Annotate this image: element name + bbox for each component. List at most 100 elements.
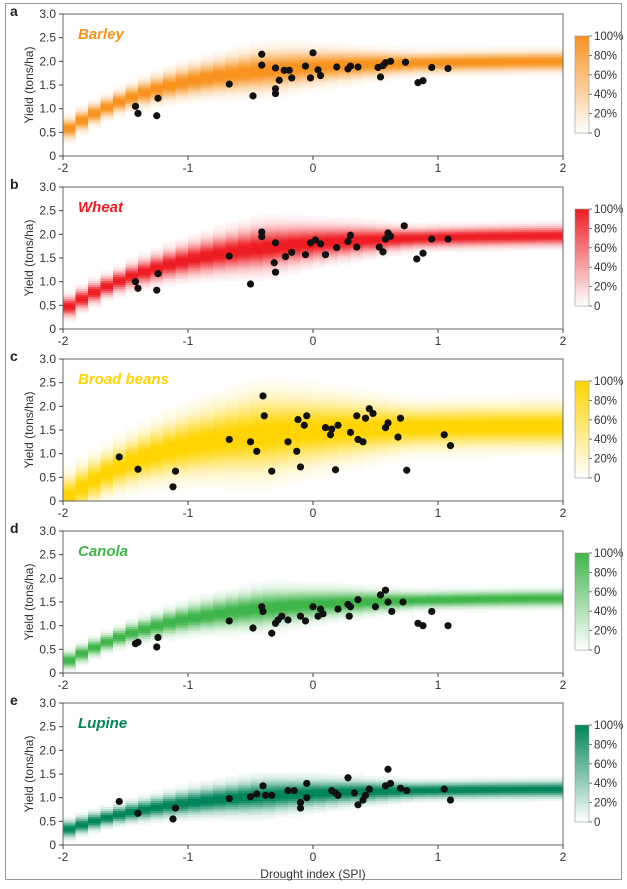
band-cell bbox=[188, 423, 202, 427]
band-cell bbox=[288, 774, 302, 777]
band-cell bbox=[225, 800, 239, 803]
band-cell bbox=[125, 432, 139, 435]
band-cell bbox=[225, 60, 239, 64]
band-cell bbox=[363, 800, 377, 803]
band-cell bbox=[300, 249, 314, 253]
band-cell bbox=[250, 56, 264, 60]
band-cell bbox=[513, 790, 527, 793]
band-cell bbox=[413, 245, 427, 249]
band-cell bbox=[163, 270, 177, 273]
band-cell bbox=[450, 585, 464, 589]
band-cell bbox=[175, 93, 189, 96]
band-cell bbox=[163, 266, 177, 269]
data-point bbox=[384, 598, 392, 606]
band-cell bbox=[200, 235, 214, 239]
band-cell bbox=[88, 300, 102, 304]
band-cell bbox=[375, 227, 389, 231]
band-cell bbox=[463, 417, 477, 421]
data-point bbox=[386, 779, 395, 788]
band-cell bbox=[238, 249, 252, 253]
band-cell bbox=[475, 235, 489, 239]
band-cell bbox=[338, 585, 352, 589]
band-cell bbox=[200, 626, 214, 629]
band-cell bbox=[413, 405, 427, 409]
band-cell bbox=[238, 266, 252, 269]
band-cell bbox=[538, 432, 552, 435]
band-cell bbox=[463, 249, 477, 253]
band-cell bbox=[500, 425, 514, 429]
band-cell bbox=[363, 397, 377, 401]
band-cell bbox=[350, 430, 364, 433]
band-cell bbox=[263, 70, 277, 74]
band-cell bbox=[513, 239, 527, 243]
band-cell bbox=[463, 450, 477, 453]
band-cell bbox=[138, 468, 152, 472]
band-cell bbox=[225, 434, 239, 437]
band-cell bbox=[513, 397, 527, 401]
band-cell bbox=[325, 780, 339, 783]
band-cell bbox=[463, 423, 477, 427]
band-cell bbox=[250, 468, 264, 472]
band-cell bbox=[325, 448, 339, 451]
band-cell bbox=[350, 448, 364, 451]
band-cell bbox=[188, 274, 202, 277]
band-cell bbox=[513, 436, 527, 439]
data-point bbox=[296, 798, 305, 807]
band-cell bbox=[275, 391, 289, 395]
band-cell bbox=[113, 107, 127, 110]
band-cell bbox=[488, 423, 502, 427]
band-cell bbox=[138, 85, 152, 88]
band-cell bbox=[313, 618, 327, 621]
y-tick-label: 2.5 bbox=[39, 204, 56, 218]
band-cell bbox=[225, 624, 239, 627]
band-cell bbox=[288, 391, 302, 395]
band-cell bbox=[75, 115, 89, 119]
band-cell bbox=[388, 56, 402, 60]
band-cell bbox=[325, 247, 339, 251]
band-cell bbox=[338, 60, 352, 64]
band-cell bbox=[275, 482, 289, 486]
band-cell bbox=[525, 432, 539, 435]
band-cell bbox=[475, 245, 489, 249]
band-cell bbox=[388, 591, 402, 595]
band-cell bbox=[438, 585, 452, 589]
band-cell bbox=[450, 425, 464, 429]
band-cell bbox=[313, 780, 327, 783]
band-cell bbox=[125, 632, 139, 636]
band-cell bbox=[250, 221, 264, 225]
band-cell bbox=[288, 225, 302, 229]
band-cell bbox=[200, 413, 214, 417]
band-cell bbox=[163, 482, 177, 486]
band-cell bbox=[550, 409, 563, 413]
band-cell bbox=[438, 597, 452, 601]
band-cell bbox=[500, 239, 514, 243]
band-cell bbox=[275, 274, 289, 277]
band-cell bbox=[425, 221, 439, 225]
band-cell bbox=[275, 780, 289, 783]
band-cell bbox=[513, 48, 527, 52]
band-cell bbox=[150, 282, 164, 285]
band-cell bbox=[113, 444, 127, 447]
band-cell bbox=[138, 95, 152, 98]
band-cell bbox=[488, 407, 502, 411]
band-cell bbox=[163, 470, 177, 474]
band-cell bbox=[388, 458, 402, 462]
band-cell bbox=[413, 60, 427, 64]
band-cell bbox=[138, 472, 152, 476]
band-cell bbox=[138, 822, 152, 826]
y-tick-label: 0 bbox=[49, 149, 56, 163]
band-cell bbox=[350, 60, 364, 64]
band-cell bbox=[200, 421, 214, 425]
band-cell bbox=[413, 595, 427, 599]
band-cell bbox=[163, 630, 177, 634]
band-cell bbox=[425, 54, 439, 58]
data-point bbox=[225, 80, 233, 88]
band-cell bbox=[125, 470, 139, 474]
band-cell bbox=[500, 231, 514, 235]
band-cell bbox=[63, 141, 77, 145]
band-cell bbox=[200, 74, 214, 78]
band-cell bbox=[138, 812, 152, 816]
band-cell bbox=[550, 591, 563, 595]
band-cell bbox=[275, 262, 289, 265]
band-cell bbox=[313, 472, 327, 476]
